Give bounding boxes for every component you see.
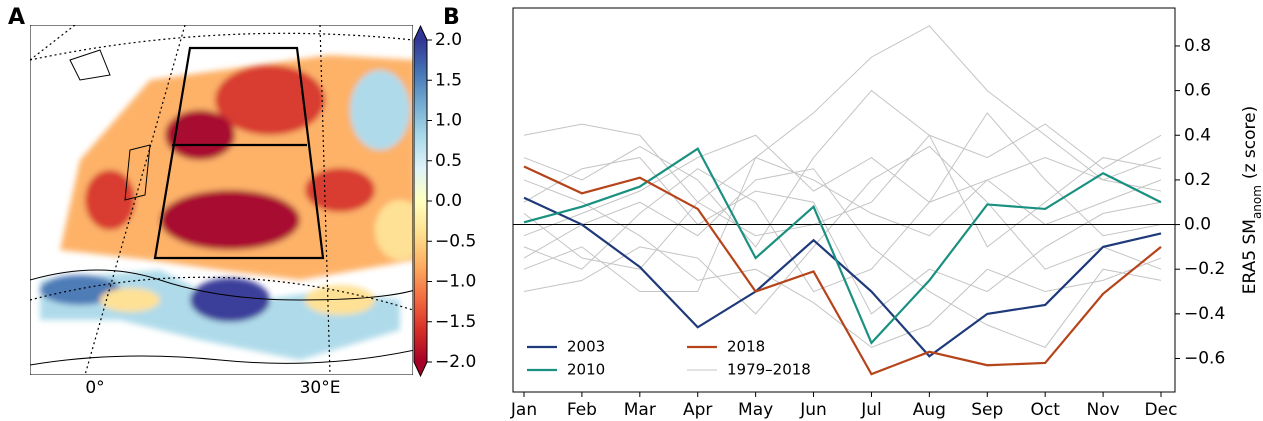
y-tick-label: −0.2 — [1184, 259, 1225, 279]
x-tick-label: Feb — [567, 400, 597, 420]
series-line — [523, 147, 1162, 345]
legend-label: 2018 — [727, 338, 765, 356]
plot-frame — [512, 7, 1176, 393]
map — [30, 25, 413, 375]
colorbar-extend — [414, 362, 427, 376]
y-tick-label: 0.0 — [1184, 215, 1211, 235]
background-line — [523, 25, 1162, 203]
colorbar-tick-label: −0.5 — [435, 231, 476, 251]
lon-label: 0° — [85, 378, 104, 398]
background-line — [523, 168, 1162, 348]
legend-label: 2003 — [567, 338, 605, 356]
colorbar-body — [414, 40, 427, 362]
colorbar-tick-label: 0.5 — [435, 151, 462, 171]
x-tick-label: Sep — [971, 400, 1003, 420]
background-line — [523, 89, 1162, 248]
y-axis-label-part: anom — [1250, 185, 1263, 219]
colorbar-tick-label: 1.0 — [435, 111, 462, 131]
x-tick-label: May — [738, 400, 773, 420]
x-tick-label: Jan — [510, 400, 537, 420]
colorbar-tick-label: 0.0 — [435, 191, 462, 211]
y-tick-label: 0.8 — [1184, 36, 1211, 56]
x-tick-label: Dec — [1145, 400, 1178, 420]
x-tick-label: Aug — [913, 400, 946, 420]
y-tick-label: −0.6 — [1184, 349, 1225, 369]
colorbar-tick-label: 1.5 — [435, 70, 462, 90]
background-line — [523, 134, 1162, 270]
legend-label: 2010 — [567, 361, 605, 379]
background-line — [523, 145, 1162, 315]
y-tick-label: 0.6 — [1184, 81, 1211, 101]
series-line — [523, 196, 1162, 358]
colorbar: 2.0 1.5 1.0 0.5 0.0 −0.5 −1.0 −1.5 −2.0 — [413, 24, 476, 378]
x-tick-label: Oct — [1030, 400, 1060, 420]
panel-label: B — [443, 5, 460, 30]
background-line — [523, 112, 1162, 237]
x-tick-label: Nov — [1086, 400, 1119, 420]
y-tick-label: 0.4 — [1184, 125, 1211, 145]
colorbar-tick-label: 2.0 — [435, 30, 462, 50]
background-line — [523, 157, 1162, 315]
panel-label: A — [8, 5, 25, 30]
series-line — [523, 165, 1162, 376]
x-tick-label: Mar — [624, 400, 656, 420]
x-tick-label: Jun — [799, 400, 827, 420]
colorbar-tick-label: −2.0 — [435, 352, 476, 372]
y-axis-label: ERA5 SManom (z score) — [1240, 106, 1263, 294]
lon-label: 30°E — [300, 378, 341, 398]
y-axis-label-part: (z score) — [1240, 106, 1260, 179]
x-tick-label: Jul — [860, 400, 882, 420]
x-tick-label: Apr — [683, 400, 712, 420]
background-line — [523, 156, 1162, 293]
y-tick-label: 0.2 — [1184, 170, 1211, 190]
background-line — [523, 168, 1162, 293]
y-axis-label-part: ERA5 SM — [1240, 219, 1260, 294]
colorbar-tick-label: −1.0 — [435, 272, 476, 292]
colorbar-tick-label: −1.5 — [435, 312, 476, 332]
y-tick-label: −0.4 — [1184, 304, 1225, 324]
colorbar-extend — [414, 26, 427, 40]
legend-label: 1979–2018 — [727, 361, 811, 379]
